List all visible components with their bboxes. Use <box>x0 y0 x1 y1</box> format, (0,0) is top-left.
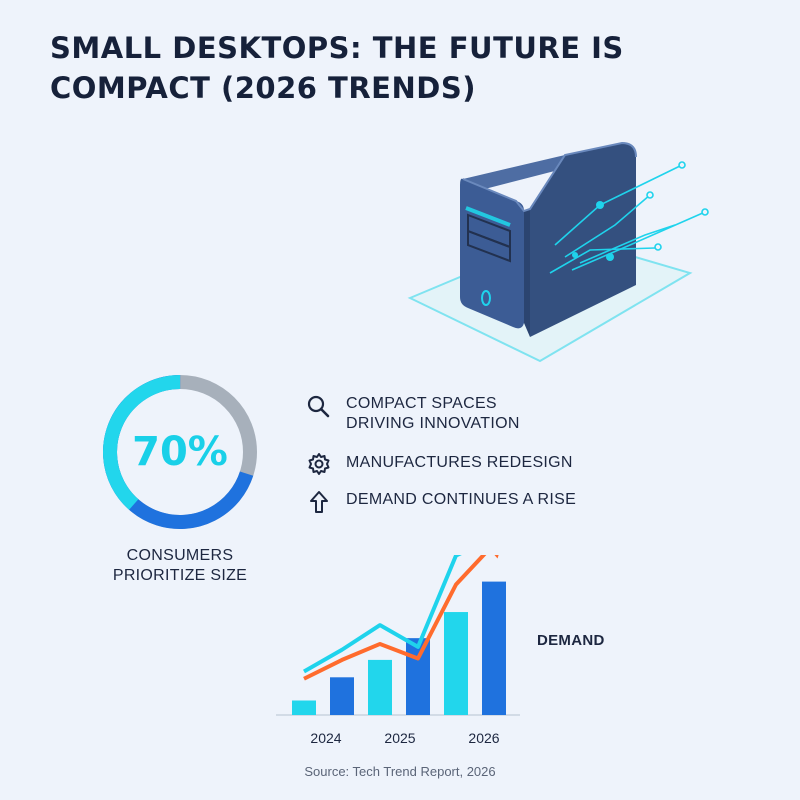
highlight-text-line-1: COMPACT SPACES <box>346 395 497 412</box>
x-tick-label: 2024 <box>310 730 341 746</box>
stat-label-line-1: CONSUMERS <box>126 547 234 564</box>
stat-value: 70% <box>132 429 228 475</box>
title-line-2: COMPACT (2026 TRENDS) <box>50 71 476 105</box>
circuit-nodes <box>572 161 709 261</box>
chart-bar <box>444 612 468 715</box>
highlight-item: MANUFACTURES REDESIGN <box>306 453 636 475</box>
stat-label: CONSUMERS PRIORITIZE SIZE <box>80 546 280 586</box>
donut-progress-highlight <box>103 375 257 529</box>
arrow-up-icon <box>310 491 328 513</box>
desktop-tower-icon <box>407 141 709 363</box>
trend-line <box>303 555 487 681</box>
x-tick-label: 2026 <box>468 730 499 746</box>
stat-label-line-2: PRIORITIZE SIZE <box>112 567 248 584</box>
trend-arrowhead <box>494 555 499 559</box>
chart-legend-demand: DEMAND <box>537 632 605 649</box>
chart-bar <box>292 700 316 715</box>
title-line-1: SMALL DESKTOPS: THE FUTURE IS <box>50 31 624 65</box>
x-tick-label: 2025 <box>384 730 415 746</box>
chart-bar <box>406 638 430 715</box>
source-note: Source: Tech Trend Report, 2026 <box>304 764 496 779</box>
page-title: SMALL DESKTOPS: THE FUTURE IS COMPACT (2… <box>50 28 690 108</box>
chart-bar <box>330 677 354 715</box>
search-icon <box>307 395 330 418</box>
highlight-text: DEMAND CONTINUES A RISE <box>346 491 577 508</box>
demand-bar-chart: 2024 2025 2026 <box>276 555 520 746</box>
trend-line <box>303 555 462 674</box>
drive-bays <box>465 206 511 263</box>
highlight-item: COMPACT SPACES DRIVING INNOVATION <box>306 394 636 434</box>
highlight-text: MANUFACTURES REDESIGN <box>346 454 573 471</box>
highlight-text-line-2: DRIVING INNOVATION <box>346 415 520 432</box>
donut-chart <box>103 375 257 529</box>
tower-case <box>460 141 637 337</box>
highlight-item: DEMAND CONTINUES A RISE <box>306 490 636 513</box>
power-button-icon <box>481 290 491 306</box>
highlights-list: COMPACT SPACES DRIVING INNOVATION MANUFA… <box>306 394 636 513</box>
gear-icon <box>308 453 330 475</box>
chart-bar <box>482 581 506 715</box>
chart-bar <box>368 659 392 715</box>
